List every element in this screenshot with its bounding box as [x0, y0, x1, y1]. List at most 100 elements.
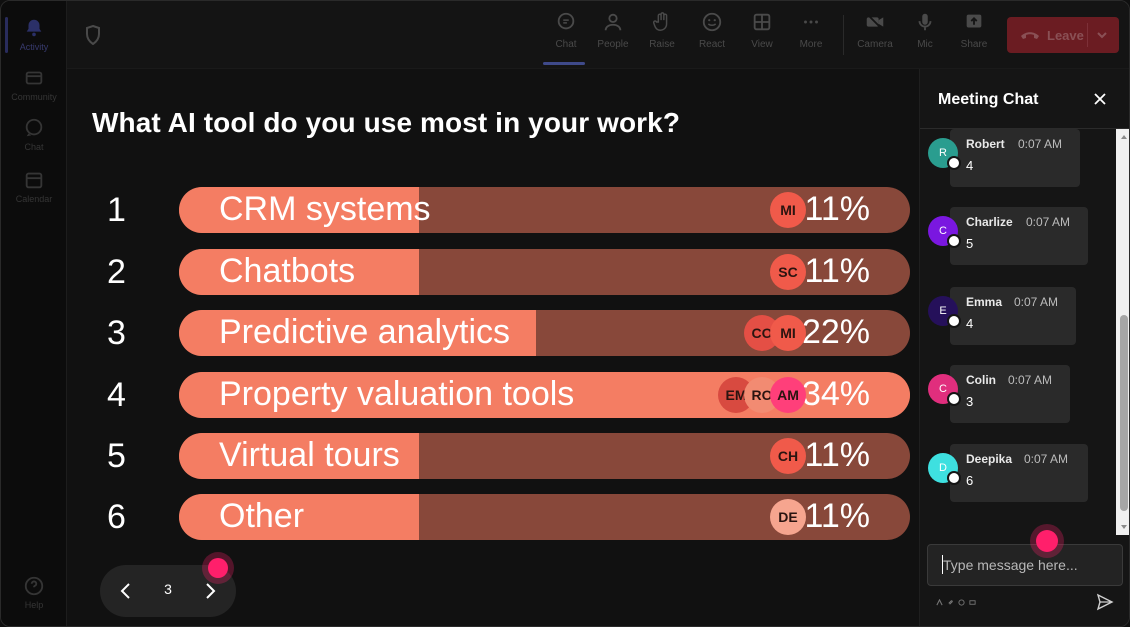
toolbar-mic-button[interactable]: Mic — [902, 11, 948, 61]
poll-option-label: Virtual tours — [219, 436, 400, 474]
avatar: R — [928, 138, 961, 170]
close-icon[interactable] — [1092, 91, 1108, 107]
poll-option-number: 1 — [107, 191, 126, 229]
chevron-down-icon[interactable] — [1095, 28, 1109, 42]
react-icon — [702, 12, 722, 32]
poll-option-percent: 11% — [804, 252, 870, 290]
avatar: C — [928, 374, 961, 406]
voter-avatars: MI CO — [744, 315, 806, 351]
leave-button-label: Leave — [1047, 27, 1084, 43]
poll-option-fill — [179, 310, 537, 356]
rail-item-label: Chat — [24, 141, 44, 152]
text-caret — [942, 555, 943, 574]
toolbar-button-label: View — [751, 39, 773, 50]
chat-input-tools — [936, 599, 976, 606]
chat-message: Colin 0:07 AM 3 — [950, 365, 1070, 423]
scrollbar-thumb[interactable] — [1120, 315, 1128, 511]
format-icon[interactable] — [936, 599, 943, 606]
message-sender: Robert — [966, 137, 1005, 151]
message-text: 5 — [966, 236, 974, 251]
poll-option-fill — [179, 187, 420, 233]
help-icon — [24, 576, 44, 595]
toolbar-button-label: Camera — [857, 39, 893, 50]
message-time: 0:07 AM — [1014, 295, 1059, 309]
rail-item-help[interactable]: Help — [1, 567, 67, 617]
chat-message-input[interactable] — [927, 544, 1123, 586]
gif-icon[interactable] — [969, 599, 976, 606]
poll-option-number: 4 — [107, 376, 126, 414]
poll-option-number: 3 — [107, 314, 126, 352]
chat-message: Charlize 0:07 AM 5 — [950, 207, 1088, 265]
chevron-left-icon[interactable] — [114, 579, 138, 603]
more-icon — [804, 20, 818, 24]
message-text: 4 — [966, 158, 974, 173]
send-icon[interactable] — [1096, 593, 1114, 611]
meeting-chat-panel: Meeting Chat Robert 0:07 AM 4 R Charlize 0:07… — [919, 69, 1129, 626]
toolbar-camera-button[interactable]: Camera — [852, 11, 898, 61]
poll-option-number: 2 — [107, 253, 126, 291]
rail-item-activity[interactable]: Activity — [1, 9, 67, 59]
poll-option-percent: 11% — [804, 436, 870, 474]
poll-option-label: Predictive analytics — [219, 313, 511, 351]
message-time: 0:07 AM — [1008, 373, 1053, 387]
toolbar-view-button[interactable]: View — [739, 11, 785, 61]
poll-option-number: 5 — [107, 437, 126, 475]
message-time: 0:07 AM — [1026, 215, 1071, 229]
scroll-up-icon[interactable] — [1120, 133, 1128, 141]
poll-option-fill — [179, 249, 420, 295]
toolbar-button-label: Raise — [649, 39, 675, 50]
rail-item-label: Activity — [19, 41, 49, 52]
shield-icon — [86, 25, 100, 45]
leave-button[interactable]: Leave — [1007, 17, 1119, 53]
poll-option-percent: 11% — [804, 190, 870, 228]
toolbar-button-label: React — [698, 39, 726, 50]
message-text: 3 — [966, 394, 974, 409]
toolbar-more-button[interactable]: More — [788, 11, 834, 61]
voter-avatar: SC — [770, 254, 806, 290]
message-text: 4 — [966, 316, 974, 331]
voter-avatar: MI — [770, 315, 806, 351]
share-icon — [966, 14, 982, 28]
emoji-icon[interactable] — [958, 599, 965, 606]
chat-message: Emma 0:07 AM 4 — [950, 287, 1076, 345]
leave-button-divider — [1087, 23, 1088, 47]
poll-question: What AI tool do you use most in your wor… — [92, 107, 681, 138]
page-number: 3 — [164, 581, 172, 597]
poll-option-percent: 22% — [801, 313, 870, 351]
message-sender: Deepika — [966, 452, 1013, 466]
toolbar-button-label: Chat — [555, 39, 577, 50]
people-icon — [604, 13, 622, 31]
voter-avatar: MI — [770, 192, 806, 228]
voter-avatars: AM RO EM — [718, 377, 806, 413]
toolbar-raise-button[interactable]: Raise — [639, 11, 685, 61]
rail-item-community[interactable]: Community — [1, 59, 67, 109]
toolbar-button-label: More — [799, 39, 823, 50]
chat-scrollbar[interactable] — [1116, 129, 1129, 535]
rail-item-chat[interactable]: Chat — [1, 109, 67, 159]
chat-message: Robert 0:07 AM 4 — [950, 129, 1080, 187]
message-text: 6 — [966, 473, 974, 488]
voter-avatars: SC — [770, 254, 806, 290]
chat-icon — [557, 12, 575, 30]
toolbar-chat-button[interactable]: Chat — [543, 11, 589, 65]
toolbar-people-button[interactable]: People — [590, 11, 636, 61]
attach-icon[interactable] — [947, 599, 954, 606]
rail-item-calendar[interactable]: Calendar — [1, 161, 67, 211]
voter-avatars: DE — [770, 499, 806, 535]
message-sender: Emma — [966, 295, 1003, 309]
toolbar-react-button[interactable]: React — [689, 11, 735, 61]
mic-icon — [918, 13, 932, 31]
bell-icon — [26, 19, 42, 36]
click-indicator — [1036, 530, 1058, 552]
left-rail: Activity Community Chat Calendar Help — [1, 1, 67, 626]
poll-option-row: 1 CRM systems MI 11% — [67, 187, 919, 233]
chevron-right-icon[interactable] — [198, 579, 222, 603]
avatar: E — [928, 296, 961, 328]
poll-option-bar: Chatbots SC 11% — [179, 249, 910, 295]
poll-option-label: CRM systems — [219, 190, 431, 228]
chat-icon — [25, 118, 43, 136]
message-sender: Charlize — [966, 215, 1013, 229]
toolbar-share-button[interactable]: Share — [951, 11, 997, 61]
scroll-down-icon[interactable] — [1120, 523, 1128, 531]
